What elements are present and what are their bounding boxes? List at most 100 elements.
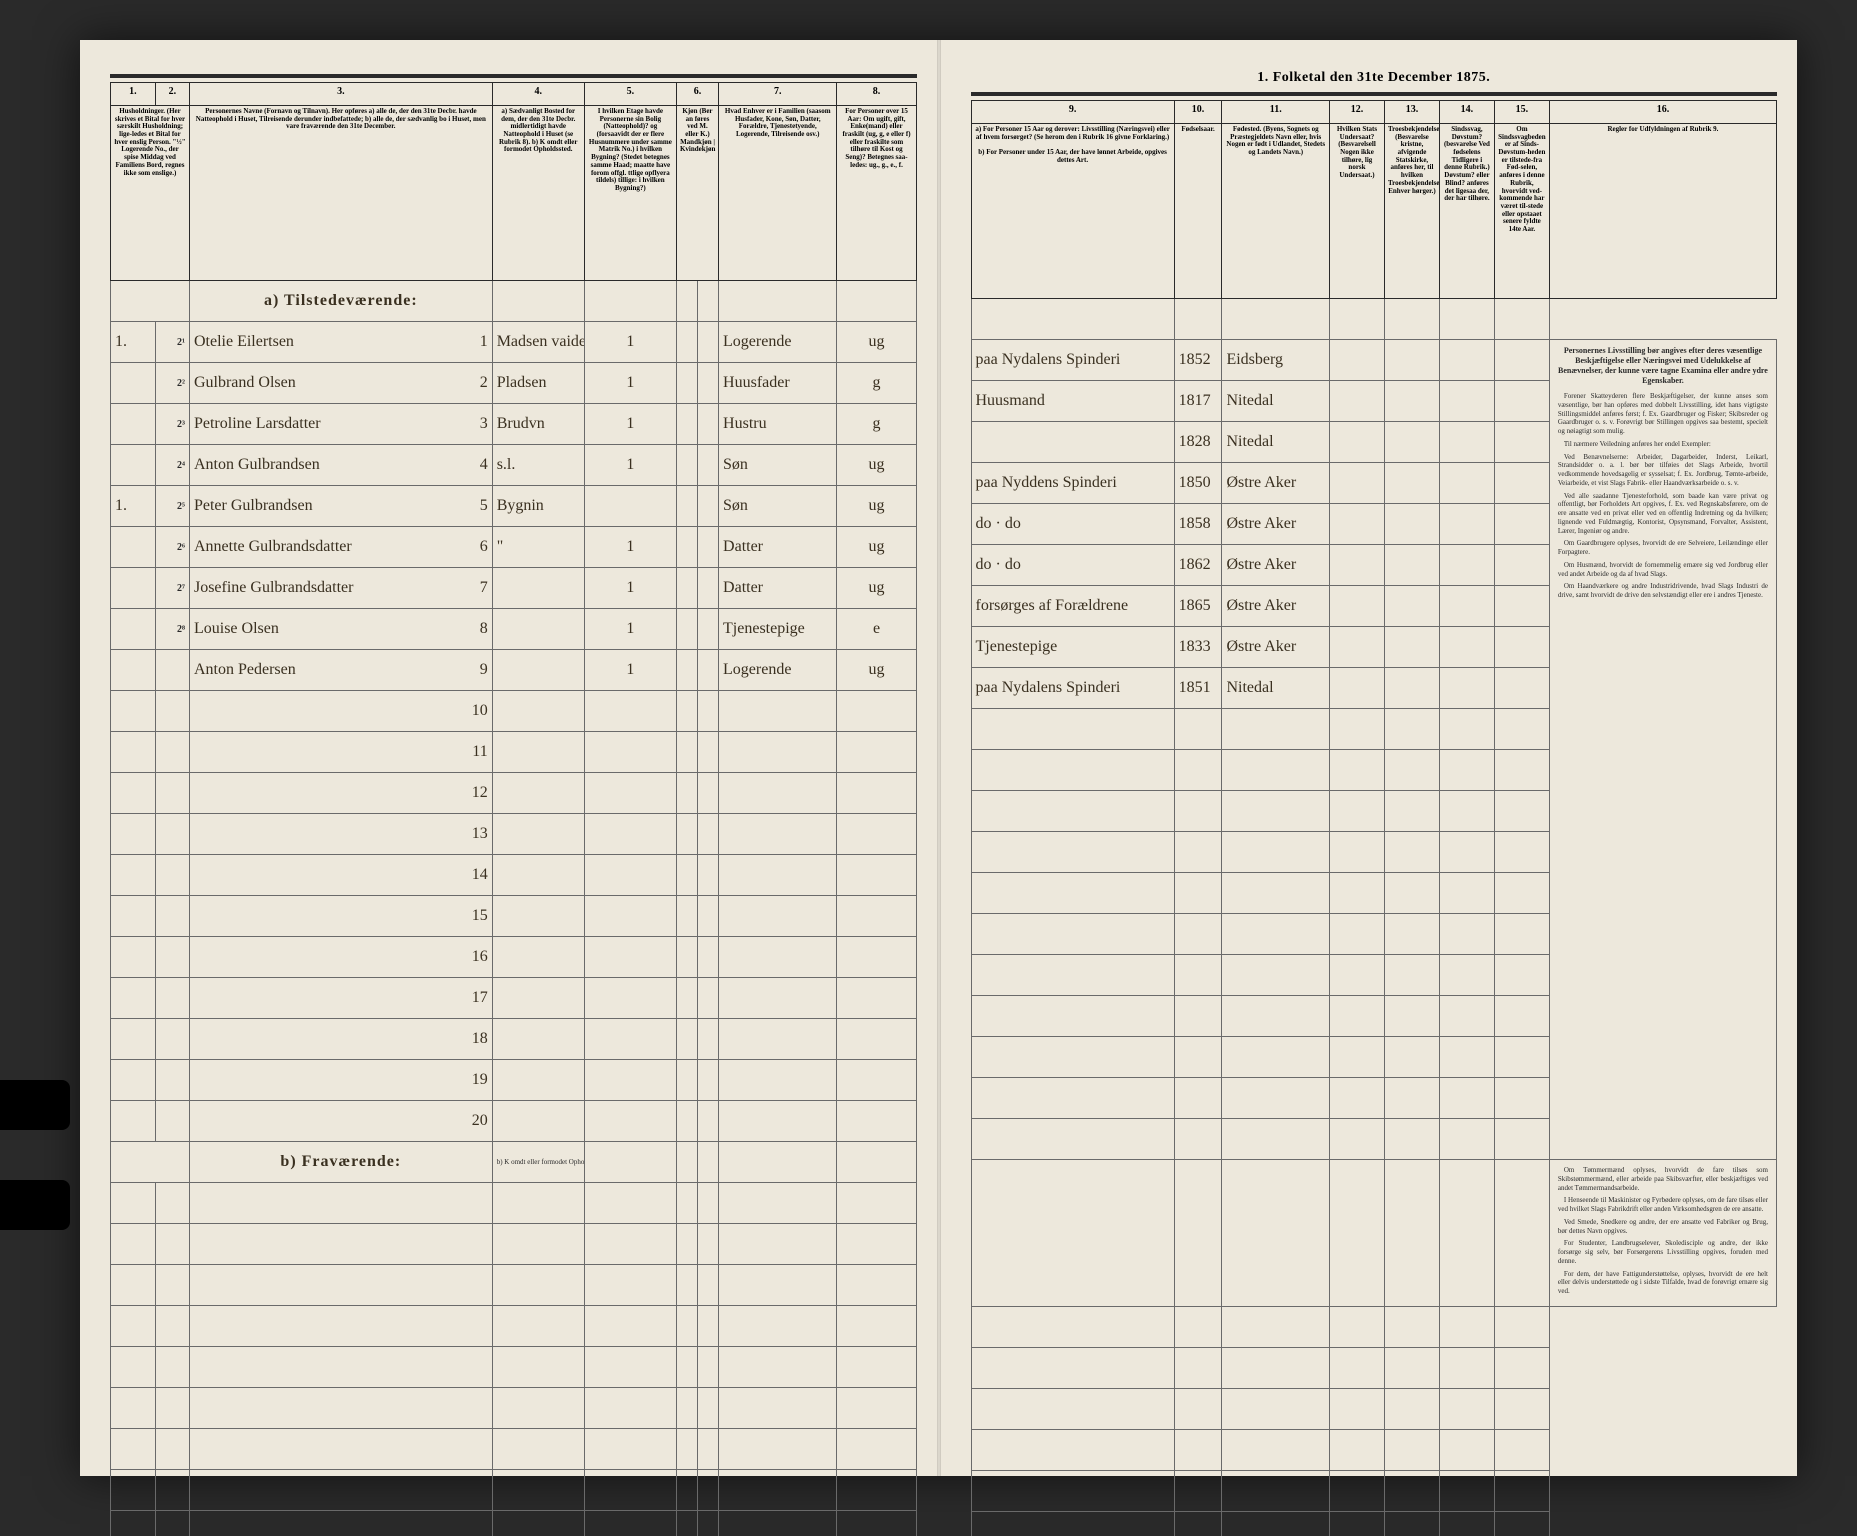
- cell-sivil: [837, 1060, 916, 1101]
- cell-bosted: [492, 1101, 584, 1142]
- cell-familien: Tjenestepige: [719, 609, 837, 650]
- cell-bosted: [492, 937, 584, 978]
- cell-etage: [584, 896, 676, 937]
- cell-k: [697, 527, 718, 568]
- cell-hh: 1.: [111, 322, 156, 363]
- cell-fodselsaar: 1828: [1174, 422, 1222, 463]
- table-row: [111, 1470, 917, 1511]
- thumb-tab: [0, 1180, 70, 1230]
- cell-etage: [584, 1060, 676, 1101]
- table-row: [111, 1347, 917, 1388]
- cell-fodselsaar: 1865: [1174, 586, 1222, 627]
- cell-fodselsaar: [1174, 955, 1222, 996]
- cell-name: 10: [189, 691, 492, 732]
- cell-name: Gulbrand Olsen2: [189, 363, 492, 404]
- cell-fodested: Nitedal: [1222, 668, 1330, 709]
- table-row: [971, 1429, 1777, 1470]
- cell-fodested: [1222, 955, 1330, 996]
- cell-name: 18: [189, 1019, 492, 1060]
- cell-sivil: ug: [837, 650, 916, 691]
- cell-etage: 1: [584, 445, 676, 486]
- cell-pn: 2⁷: [155, 568, 189, 609]
- colnum: 2.: [155, 83, 189, 106]
- colnum: 13.: [1384, 101, 1439, 124]
- cell-hh: [111, 855, 156, 896]
- cell-pn: [155, 896, 189, 937]
- cell-livsstilling: [971, 996, 1174, 1037]
- colnum: 5.: [584, 83, 676, 106]
- table-row: 2⁶Annette Gulbrandsdatter6"1Datterug: [111, 527, 917, 568]
- instructions-text-cont: Om Tømmermænd oplyses, hvorvidt de fare …: [1554, 1162, 1772, 1304]
- table-row: 15: [111, 896, 917, 937]
- cell-familien: Logerende: [719, 650, 837, 691]
- header-familien: Hvad Enhver er i Familien (saasom Husfad…: [719, 106, 837, 281]
- cell-name: 16: [189, 937, 492, 978]
- instructions-text: Personernes Livsstilling bør angives eft…: [1554, 342, 1772, 608]
- cell-m: [676, 773, 697, 814]
- cell-name: 14: [189, 855, 492, 896]
- colnum: 9.: [971, 101, 1174, 124]
- cell-fodested: [1222, 750, 1330, 791]
- book-spread: 1. 2. 3. 4. 5. 6. 7. 8. Husholdninger. (…: [80, 40, 1797, 1476]
- cell-fodselsaar: 1862: [1174, 545, 1222, 586]
- table-row: 16: [111, 937, 917, 978]
- cell-hh: [111, 609, 156, 650]
- cell-k: [697, 1101, 718, 1142]
- cell-fodselsaar: [1174, 709, 1222, 750]
- cell-fodselsaar: 1817: [1174, 381, 1222, 422]
- header-sindssvag: Sindssvag, Døvstum? (besvarelse Ved føds…: [1439, 124, 1494, 299]
- cell-etage: [584, 732, 676, 773]
- cell-k: [697, 322, 718, 363]
- left-page: 1. 2. 3. 4. 5. 6. 7. 8. Husholdninger. (…: [80, 40, 937, 1476]
- cell-fodselsaar: 1858: [1174, 504, 1222, 545]
- cell-fodselsaar: [1174, 1078, 1222, 1119]
- cell-bosted: [492, 609, 584, 650]
- cell-fodselsaar: 1850: [1174, 463, 1222, 504]
- cell-name: 20: [189, 1101, 492, 1142]
- cell-bosted: ": [492, 527, 584, 568]
- cell-sivil: [837, 732, 916, 773]
- cell-bosted: [492, 896, 584, 937]
- colnum: 7.: [719, 83, 837, 106]
- cell-k: [697, 896, 718, 937]
- cell-bosted: [492, 650, 584, 691]
- cell-name: 15: [189, 896, 492, 937]
- cell-hh: [111, 527, 156, 568]
- cell-m: [676, 937, 697, 978]
- table-row: 2⁷Josefine Gulbrandsdatter71Datterug: [111, 568, 917, 609]
- cell-pn: 2¹: [155, 322, 189, 363]
- table-row: Anton Pedersen91Logerendeug: [111, 650, 917, 691]
- colnum: 10.: [1174, 101, 1222, 124]
- section-fravaerende: b) Fraværende:: [189, 1142, 492, 1183]
- cell-etage: [584, 1019, 676, 1060]
- cell-fodselsaar: 1833: [1174, 627, 1222, 668]
- cell-k: [697, 814, 718, 855]
- cell-livsstilling: paa Nydalens Spinderi: [971, 340, 1174, 381]
- table-row: [971, 1470, 1777, 1511]
- cell-pn: [155, 773, 189, 814]
- table-row: [111, 1306, 917, 1347]
- cell-livsstilling: [971, 914, 1174, 955]
- cell-sivil: [837, 855, 916, 896]
- cell-etage: 1: [584, 404, 676, 445]
- cell-sivil: [837, 773, 916, 814]
- header-fodested: Fødested. (Byens, Sognets og Præstegjeld…: [1222, 124, 1330, 299]
- table-row: [971, 1306, 1777, 1347]
- cell-k: [697, 691, 718, 732]
- cell-fodselsaar: [1174, 873, 1222, 914]
- cell-fodselsaar: 1851: [1174, 668, 1222, 709]
- cell-m: [676, 1060, 697, 1101]
- cell-fodested: [1222, 832, 1330, 873]
- cell-fodested: [1222, 1119, 1330, 1160]
- cell-fodested: Østre Aker: [1222, 504, 1330, 545]
- cell-k: [697, 978, 718, 1019]
- table-row: 11: [111, 732, 917, 773]
- cell-etage: [584, 486, 676, 527]
- cell-fodselsaar: [1174, 791, 1222, 832]
- cell-familien: Søn: [719, 445, 837, 486]
- cell-sivil: ug: [837, 486, 916, 527]
- cell-pn: [155, 937, 189, 978]
- cell-sivil: ug: [837, 445, 916, 486]
- cell-sivil: [837, 978, 916, 1019]
- cell-etage: 1: [584, 527, 676, 568]
